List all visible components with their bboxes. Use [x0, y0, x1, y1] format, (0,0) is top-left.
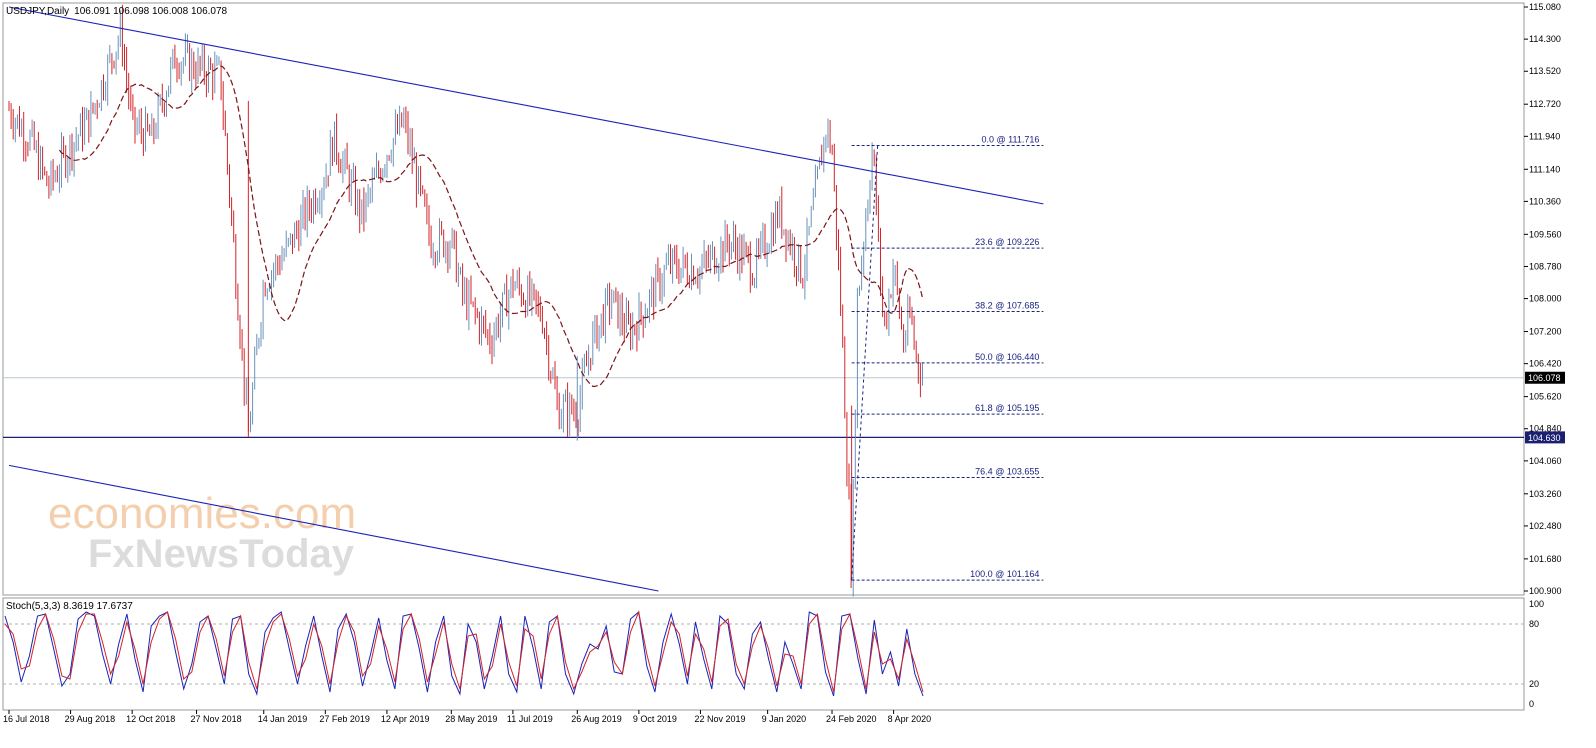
- ohlc-values: 106.091 106.098 106.008 106.078: [74, 6, 227, 17]
- price-tick-label: 102.480: [1529, 521, 1562, 531]
- watermark-subbrand: FxNewsToday: [88, 532, 355, 576]
- candles-layer: [8, 4, 923, 597]
- fibonacci-layer[interactable]: 0.0 @ 111.716 23.6 @ 109.226 38.2 @ 107.68…: [851, 135, 1044, 581]
- price-tick-label: 111.140: [1529, 164, 1560, 174]
- time-tick-label: 9 Oct 2019: [633, 714, 677, 724]
- support-level-label: 104.630: [1528, 433, 1561, 443]
- price-tick-label: 110.360: [1529, 196, 1561, 206]
- fibonacci-level-label: 76.4 @ 103.655: [975, 467, 1039, 477]
- price-tick-label: 107.200: [1529, 327, 1562, 337]
- stochastic-tick-label: 80: [1529, 619, 1539, 629]
- stochastic-layer: [3, 610, 1524, 697]
- stochastic-tick-label: 100: [1529, 599, 1544, 609]
- price-tick-label: 105.620: [1529, 392, 1562, 402]
- current-price-marker: [1525, 371, 1565, 384]
- time-tick-label: 26 Aug 2019: [571, 714, 622, 724]
- lower-trendline[interactable]: [8, 464, 659, 592]
- time-tick-label: 8 Apr 2020: [888, 714, 932, 724]
- fibonacci-level-label: 23.6 @ 109.226: [975, 237, 1039, 247]
- price-tick-label: 108.780: [1529, 261, 1562, 271]
- moving-average-line: [58, 65, 924, 387]
- stochastic-signal-line: [4, 610, 924, 693]
- price-tick-label: 104.060: [1529, 456, 1562, 466]
- trendline-layer[interactable]: [8, 6, 1044, 592]
- grid-layer: [3, 377, 1524, 438]
- price-tick-label: 109.560: [1529, 229, 1562, 239]
- time-tick-label: 12 Oct 2018: [126, 714, 175, 724]
- price-tick-label: 112.720: [1529, 99, 1561, 109]
- time-tick-label: 28 May 2019: [445, 714, 497, 724]
- price-tick-label: 101.680: [1529, 554, 1562, 564]
- time-tick-label: 22 Nov 2019: [694, 714, 745, 724]
- stochastic-tick-label: 20: [1529, 679, 1539, 689]
- price-tick-label: 104.840: [1529, 424, 1562, 434]
- time-tick-label: 9 Jan 2020: [762, 714, 807, 724]
- upper-trendline[interactable]: [8, 6, 1044, 205]
- time-tick-label: 27 Feb 2019: [319, 714, 370, 724]
- current-price-label: 106.078: [1528, 373, 1561, 383]
- fibonacci-level-label: 61.8 @ 105.195: [975, 403, 1039, 413]
- symbol-label: USDJPY,Daily 106.091 106.098 106.008 106.…: [6, 6, 228, 17]
- time-tick-label: 24 Feb 2020: [826, 714, 877, 724]
- price-tick-label: 103.260: [1529, 489, 1562, 499]
- stochastic-pane[interactable]: [2, 597, 1525, 711]
- price-tick-label: 106.420: [1529, 359, 1562, 369]
- time-tick-label: 27 Nov 2018: [191, 714, 242, 724]
- price-tick-label: 108.000: [1529, 294, 1562, 304]
- axis-layer: 115.080 114.300 113.520 112.720 111.940 111.1…: [3, 2, 1565, 724]
- stochastic-tick-label: 0: [1529, 699, 1534, 709]
- time-tick-label: 11 Jul 2019: [507, 714, 553, 724]
- support-level-marker: [1525, 431, 1565, 444]
- fibonacci-level-label: 0.0 @ 111.716: [982, 135, 1040, 145]
- time-tick-label: 12 Apr 2019: [381, 714, 430, 724]
- moving-average-layer: [58, 65, 924, 387]
- fibonacci-level-label: 38.2 @ 107.685: [975, 301, 1039, 311]
- price-tick-label: 113.520: [1529, 66, 1561, 76]
- price-tick-label: 111.940: [1529, 131, 1560, 141]
- price-tick-label: 115.080: [1529, 2, 1561, 12]
- watermark-brand: economies.com: [48, 489, 356, 538]
- price-tick-label: 100.900: [1529, 586, 1562, 596]
- time-tick-label: 16 Jul 2018: [3, 714, 50, 724]
- price-tick-label: 114.300: [1529, 34, 1561, 44]
- symbol-name: USDJPY,Daily: [6, 6, 69, 17]
- stochastic-label: Stoch(5,3,3) 8.3619 17.6737: [6, 601, 133, 612]
- time-tick-label: 29 Aug 2018: [65, 714, 116, 724]
- stochastic-main-line: [4, 611, 924, 697]
- fibonacci-level-label: 50.0 @ 106.440: [975, 352, 1039, 362]
- fibonacci-level-label: 100.0 @ 101.164: [970, 569, 1039, 579]
- time-tick-label: 14 Jan 2019: [258, 714, 308, 724]
